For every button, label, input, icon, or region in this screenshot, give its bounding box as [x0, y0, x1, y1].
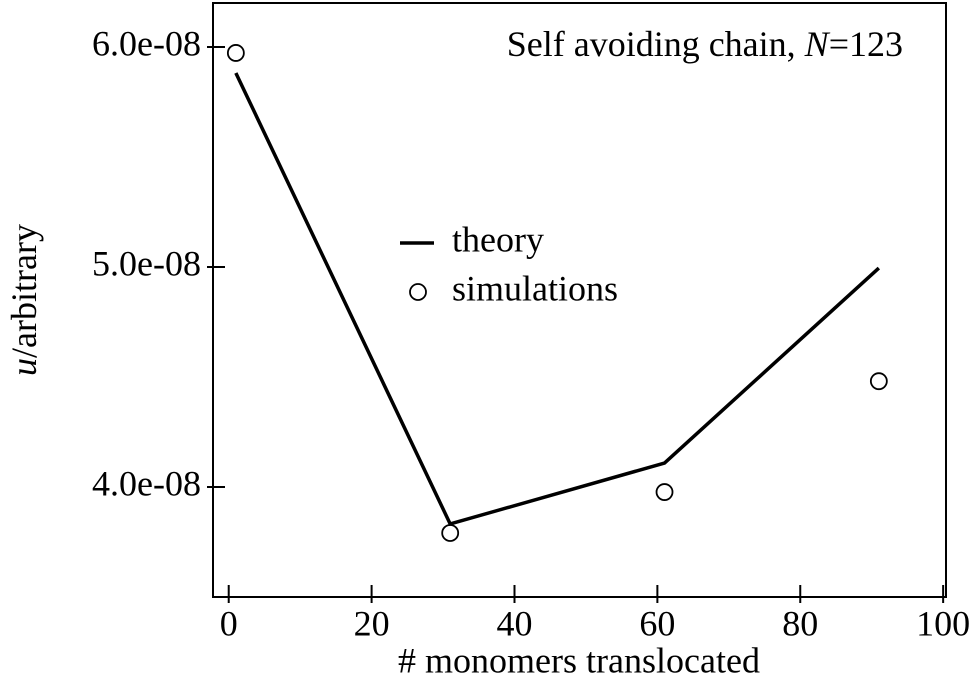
x-tick-label: 80 [782, 603, 818, 643]
x-axis-label: # monomers translocated [398, 640, 760, 680]
title-part: N [804, 24, 831, 64]
y-label-part: u [4, 358, 44, 376]
legend-label: theory [452, 219, 544, 259]
y-tick-label: 6.0e-08 [92, 23, 201, 63]
x-tick-label: 40 [496, 603, 532, 643]
x-tick-label: 100 [916, 603, 970, 643]
y-tick-label: 5.0e-08 [92, 243, 201, 283]
chart-title: Self avoiding chain, N=123 [507, 24, 903, 64]
data-point [655, 483, 674, 501]
data-point [226, 44, 245, 62]
data-point [869, 372, 888, 391]
title-part: Self avoiding chain, [507, 24, 805, 64]
y-tick-label: 4.0e-08 [92, 463, 201, 503]
title-part: =123 [829, 24, 903, 64]
legend-label: simulations [452, 268, 618, 308]
x-tick-label: 60 [639, 603, 675, 643]
x-tick-label: 0 [220, 603, 238, 643]
data-point [441, 524, 460, 542]
plot-frame [212, 2, 947, 598]
theory-line [234, 72, 881, 527]
legend-marker [409, 283, 427, 301]
x-tick-label: 20 [354, 603, 390, 643]
y-axis-label: u/arbitrary [4, 224, 44, 376]
y-label-part: /arbitrary [4, 224, 44, 358]
